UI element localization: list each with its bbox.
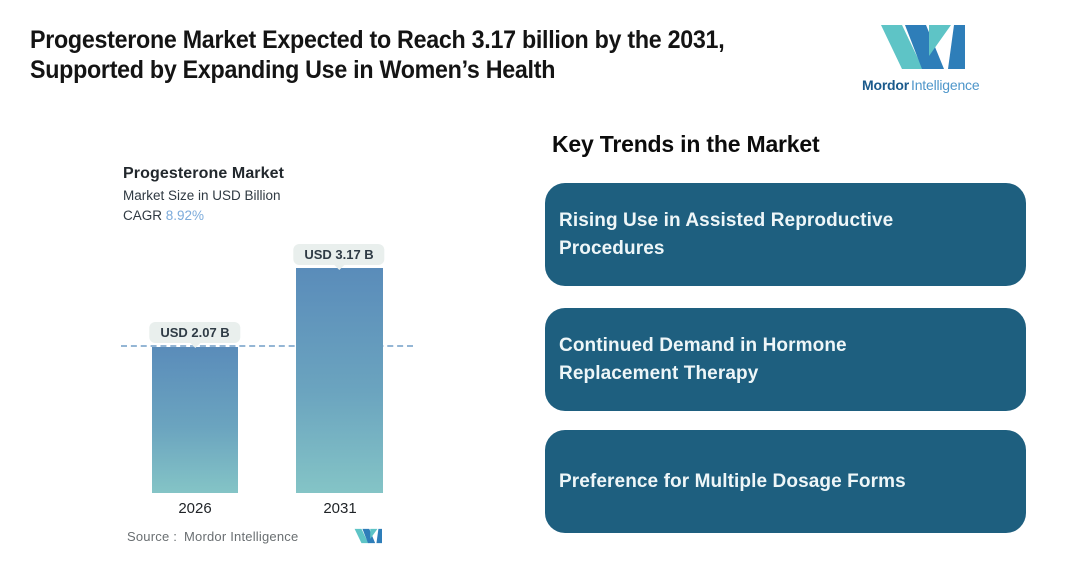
brand-name-bold: Mordor	[862, 77, 910, 93]
trend-line: Continued Demand in Hormone	[559, 334, 847, 356]
mordor-intelligence-mini-logo-icon	[354, 528, 382, 544]
value-label-2031: USD 3.17 B	[293, 244, 385, 270]
bar-2026	[152, 347, 238, 493]
reference-dashed-line	[121, 345, 413, 347]
trend-line: Rising Use in Assisted Reproductive	[559, 209, 894, 231]
page-title-line1: Progesterone Market Expected to Reach 3.…	[30, 26, 725, 54]
source-label: Source :	[127, 529, 178, 544]
trend-line: Replacement Therapy	[559, 362, 759, 384]
cagr-label: CAGR	[123, 208, 163, 223]
value-label-2026: USD 2.07 B	[149, 322, 241, 348]
trend-card-text: Preference for Multiple Dosage Forms	[559, 468, 906, 496]
brand-logo: Mordor Intelligence	[862, 20, 982, 93]
trend-card-text: Continued Demand in Hormone Replacement …	[559, 332, 847, 388]
bar-2031	[296, 268, 383, 493]
trend-line: Procedures	[559, 237, 665, 259]
page-title-line2: Supported by Expanding Use in Women’s He…	[30, 56, 556, 84]
source-value: Mordor Intelligence	[184, 529, 299, 544]
chart-subtitle: Market Size in USD Billion	[123, 188, 281, 203]
chart-title: Progesterone Market	[123, 165, 285, 182]
trend-line: Preference for Multiple Dosage Forms	[559, 470, 906, 492]
page-title: Progesterone Market Expected to Reach 3.…	[30, 25, 725, 85]
bubble-tail-icon	[189, 342, 201, 348]
trend-card-text: Rising Use in Assisted Reproductive Proc…	[559, 207, 893, 263]
brand-name: Mordor Intelligence	[862, 77, 982, 93]
trend-card-assisted-reproductive: Rising Use in Assisted Reproductive Proc…	[545, 183, 1026, 286]
mordor-intelligence-logo-icon	[881, 25, 965, 69]
trend-card-dosage-forms: Preference for Multiple Dosage Forms	[545, 430, 1026, 533]
chart-cagr: CAGR 8.92%	[123, 208, 204, 223]
value-label-2031-text: USD 3.17 B	[304, 247, 374, 262]
key-trends-heading: Key Trends in the Market	[552, 131, 820, 157]
x-axis-label-2031: 2031	[323, 500, 357, 517]
source-line: Source : Mordor Intelligence	[127, 529, 298, 544]
bubble-tail-icon	[333, 264, 345, 270]
trend-card-hormone-replacement: Continued Demand in Hormone Replacement …	[545, 308, 1026, 411]
x-axis-label-2026: 2026	[178, 500, 212, 517]
value-label-2026-text: USD 2.07 B	[160, 325, 230, 340]
cagr-value: 8.92%	[165, 208, 205, 223]
brand-name-regular: Intelligence	[911, 77, 980, 93]
